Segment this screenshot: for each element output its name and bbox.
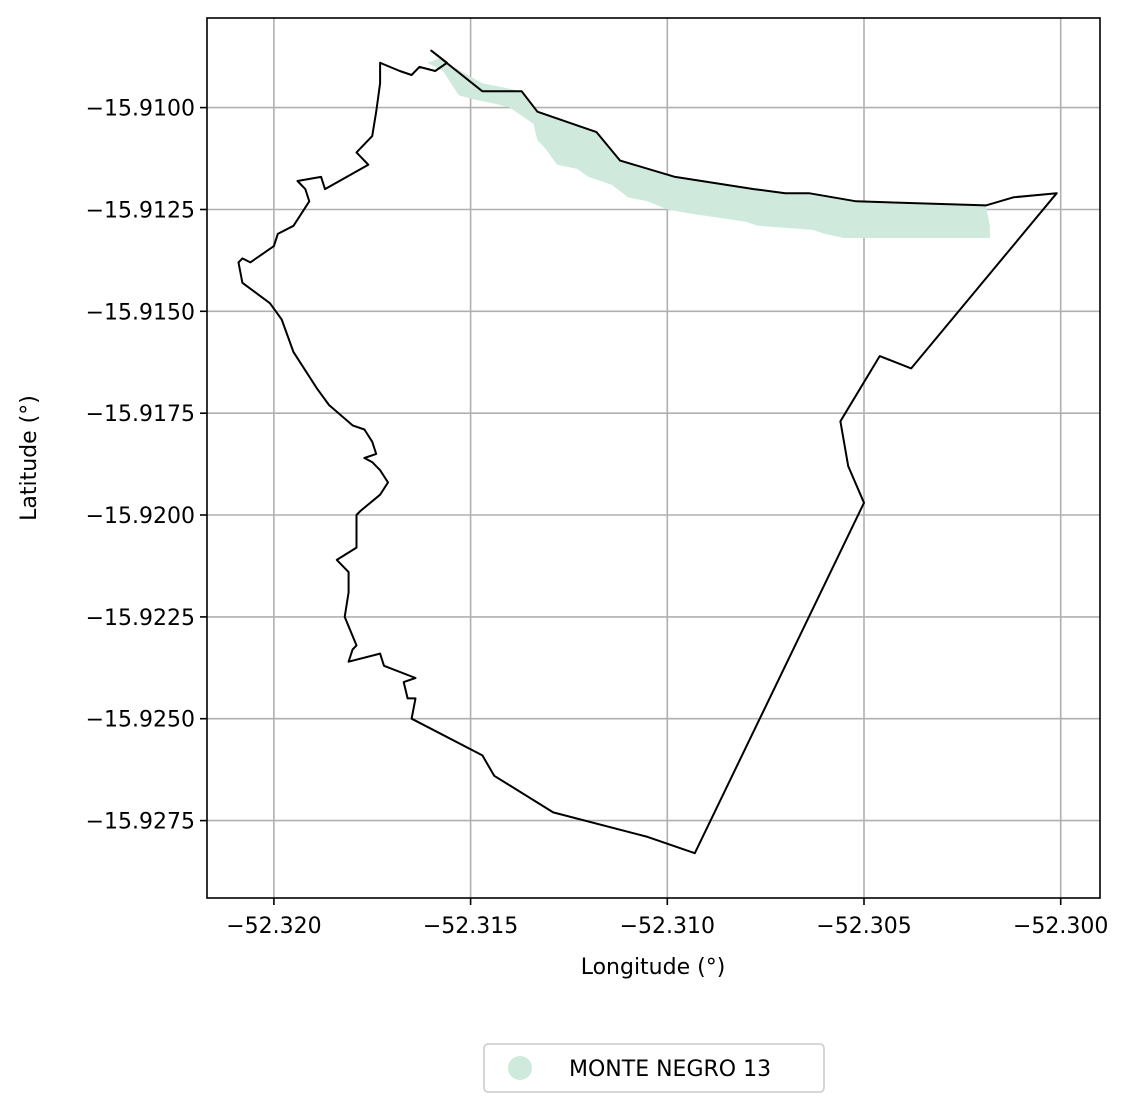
y-axis-ticks: −15.9100 −15.9125 −15.9150 −15.9175 −15.9200… xyxy=(86,97,207,835)
plot-area xyxy=(206,17,1101,899)
y-tick-label: −15.9125 xyxy=(86,199,195,224)
boundary-layer xyxy=(237,49,1058,855)
legend-box xyxy=(483,1043,825,1093)
y-tick-label: −15.9100 xyxy=(86,97,195,122)
x-tick-label: −52.310 xyxy=(620,914,715,939)
x-axis-ticks: −52.320 −52.315 −52.310 −52.305 −52.300 xyxy=(226,898,1108,939)
fill-layer xyxy=(427,58,990,239)
x-tick-label: −52.320 xyxy=(226,914,321,939)
y-tick-label: −15.9200 xyxy=(86,504,195,529)
y-tick-label: −15.9250 xyxy=(86,708,195,733)
area-monte-negro-13 xyxy=(427,58,990,239)
legend: MONTE NEGRO 13 xyxy=(483,1043,825,1093)
grid-lines xyxy=(207,18,1100,898)
x-tick-label: −52.305 xyxy=(816,914,911,939)
x-tick-label: −52.315 xyxy=(423,914,518,939)
y-tick-label: −15.9150 xyxy=(86,300,195,325)
x-tick-label: −52.300 xyxy=(1013,914,1108,939)
legend-marker-monte-negro-13 xyxy=(508,1056,532,1080)
axes-frame xyxy=(206,17,1101,899)
y-axis-title: Latitude (°) xyxy=(17,395,42,521)
y-tick-label: −15.9225 xyxy=(86,606,195,631)
x-axis-title: Longitude (°) xyxy=(581,955,726,980)
y-tick-label: −15.9275 xyxy=(86,810,195,835)
y-tick-label: −15.9175 xyxy=(86,402,195,427)
property-boundary xyxy=(237,49,1058,855)
legend-label-monte-negro-13: MONTE NEGRO 13 xyxy=(569,1057,771,1082)
